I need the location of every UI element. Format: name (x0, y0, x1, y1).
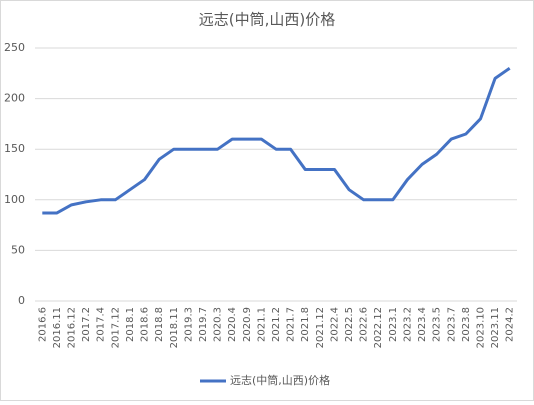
x-tick-label: 2024.2 (505, 307, 516, 342)
x-tick-label: 2023.8 (461, 307, 472, 342)
y-tick-label: 0 (18, 294, 25, 307)
x-tick-label: 2023.4 (417, 307, 428, 342)
y-tick-label: 100 (4, 193, 25, 206)
x-tick-label: 2016.6 (37, 307, 48, 342)
x-tick-label: 2017.2 (81, 307, 92, 342)
x-tick-label: 2023.2 (402, 307, 413, 342)
x-tick-label: 2018.11 (169, 307, 180, 348)
x-tick-label: 2017.4 (96, 307, 107, 342)
x-tick-label: 2020.9 (242, 307, 253, 342)
x-tick-label: 2023.10 (475, 307, 486, 348)
y-tick-label: 50 (11, 243, 25, 256)
x-tick-label: 2020.3 (213, 307, 224, 342)
data-line (42, 67, 511, 215)
x-tick-label: 2023.1 (388, 307, 399, 342)
x-tick-label: 2021.2 (271, 307, 282, 342)
legend-label: 远志(中筒,山西)价格 (230, 373, 330, 387)
x-tick-label: 2019.7 (198, 307, 209, 342)
x-tick-label: 2018.8 (154, 307, 165, 342)
x-tick-label: 2016.12 (67, 307, 78, 348)
chart-title: 远志(中筒,山西)价格 (199, 11, 335, 29)
x-tick-label: 2018.6 (140, 307, 151, 342)
x-tick-label: 2016.11 (52, 307, 63, 348)
x-tick-label: 2018.1 (125, 307, 136, 342)
x-tick-label: 2019.3 (183, 307, 194, 342)
y-tick-label: 150 (4, 142, 25, 155)
x-tick-label: 2021.1 (256, 307, 267, 342)
x-tick-label: 2022.4 (329, 307, 340, 342)
x-tick-label: 2023.11 (490, 307, 501, 348)
x-tick-label: 2023.5 (432, 307, 443, 342)
x-tick-label: 2023.7 (446, 307, 457, 342)
x-tick-label: 2021.7 (286, 307, 297, 342)
x-tick-label: 2022.6 (359, 307, 370, 342)
x-tick-label: 2021.8 (300, 307, 311, 342)
x-tick-label: 2017.12 (110, 307, 121, 348)
x-tick-label: 2021.12 (315, 307, 326, 348)
x-tick-label: 2022.5 (344, 307, 355, 342)
y-tick-label: 250 (4, 41, 25, 54)
x-tick-label: 2022.12 (373, 307, 384, 348)
x-tick-label: 2020.4 (227, 307, 238, 342)
y-tick-label: 200 (4, 92, 25, 105)
